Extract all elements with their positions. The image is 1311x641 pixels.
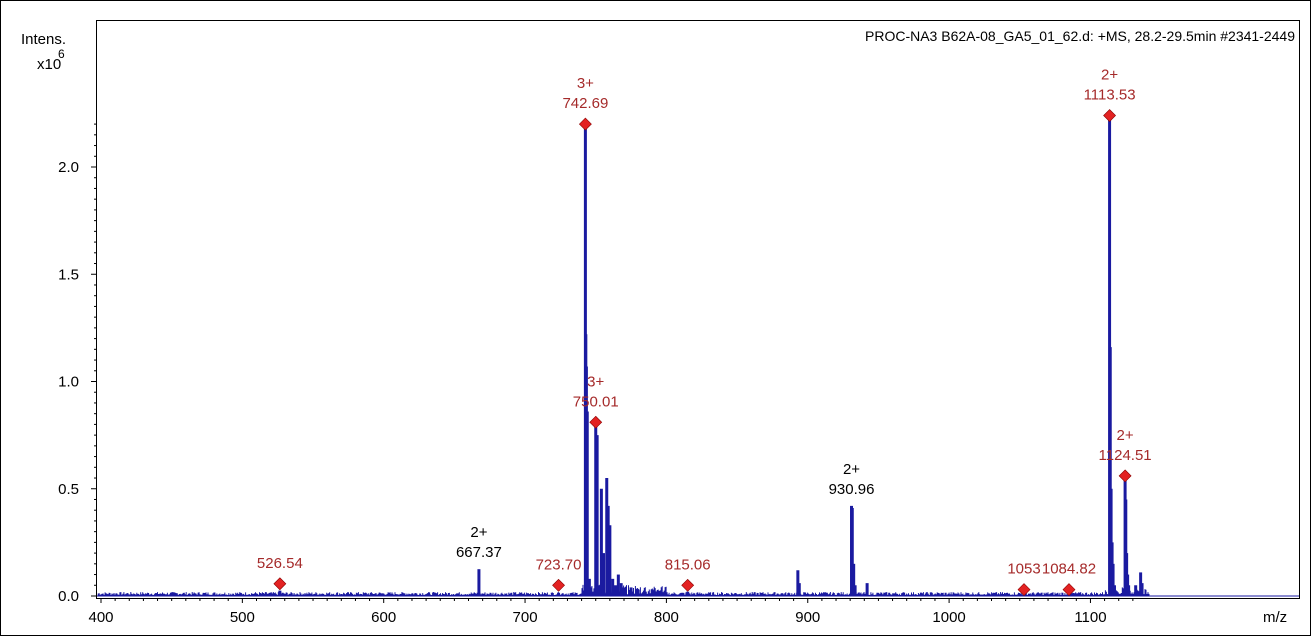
- peak-mz-label: 526.54: [257, 555, 303, 572]
- peak-mz-label: 930.96: [829, 481, 875, 498]
- peak-mz-label: 1113.53: [1084, 87, 1136, 104]
- x-tick-label: 1100: [1074, 609, 1106, 626]
- peak-charge-label: 2+: [843, 461, 860, 478]
- y-tick-label: 2.0: [58, 159, 79, 176]
- peak-mz-label: 1084.82: [1042, 561, 1096, 578]
- y-tick-label: 1.0: [58, 374, 79, 391]
- peak-charge-label: 3+: [587, 373, 604, 390]
- peak-marker: [578, 117, 592, 131]
- peak-mz-label: 750.01: [573, 393, 619, 410]
- x-tick-label: 800: [654, 609, 679, 626]
- peak-charge-label: 2+: [1117, 427, 1134, 444]
- peak-charge-label: 2+: [470, 524, 487, 541]
- x-tick-label: 500: [230, 609, 255, 626]
- y-tick-label: 0.0: [58, 588, 79, 605]
- peak-series: [278, 115, 1144, 596]
- peak-mz-label: 1053: [1007, 561, 1040, 578]
- peak-marker: [589, 415, 603, 429]
- peak-marker: [681, 578, 695, 592]
- y-axis-unit: x10: [37, 56, 61, 73]
- peak-marker: [1062, 583, 1076, 596]
- peak-labels: 526.54 667.37 2+ 723.70 742.69 3+ 750.01 3+ 815.…: [257, 67, 1152, 578]
- peak-markers: [273, 109, 1132, 596]
- peak-marker: [273, 577, 287, 591]
- peak-marker: [552, 578, 565, 592]
- x-tick-label: 1000: [932, 609, 965, 626]
- y-axis-exponent: 6: [58, 47, 65, 61]
- x-axis-label: m/z: [1263, 609, 1287, 626]
- chart-title: PROC-NA3 B62A-08_GA5_01_62.d: +MS, 28.2-…: [865, 28, 1295, 44]
- y-tick-label: 1.5: [58, 266, 79, 283]
- x-tick-label: 400: [88, 609, 113, 626]
- peak-charge-label: 3+: [577, 75, 594, 92]
- peak-mz-label: 723.70: [536, 556, 582, 573]
- peak-mz-label: 1124.51: [1099, 447, 1152, 464]
- plot-area: [96, 20, 1300, 599]
- x-tick-label: 900: [795, 609, 820, 626]
- x-axis: 400 500 600 700 800 900 1000 1100: [88, 598, 1134, 626]
- y-axis: 0.0 0.5 1.0 1.5 2.0: [58, 123, 97, 605]
- peak-mz-label: 742.69: [562, 95, 608, 112]
- peak-marker: [1103, 109, 1116, 122]
- x-tick-label: 700: [513, 609, 538, 626]
- x-tick-label: 600: [371, 609, 396, 626]
- peak-marker: [1118, 469, 1132, 483]
- peak-charge-label: 2+: [1101, 67, 1118, 84]
- peak-mz-label: 815.06: [665, 556, 711, 573]
- y-tick-label: 0.5: [58, 481, 79, 498]
- peak-marker: [1017, 583, 1031, 596]
- peak-mz-label: 667.37: [456, 544, 502, 561]
- y-axis-label: Intens.: [21, 31, 66, 48]
